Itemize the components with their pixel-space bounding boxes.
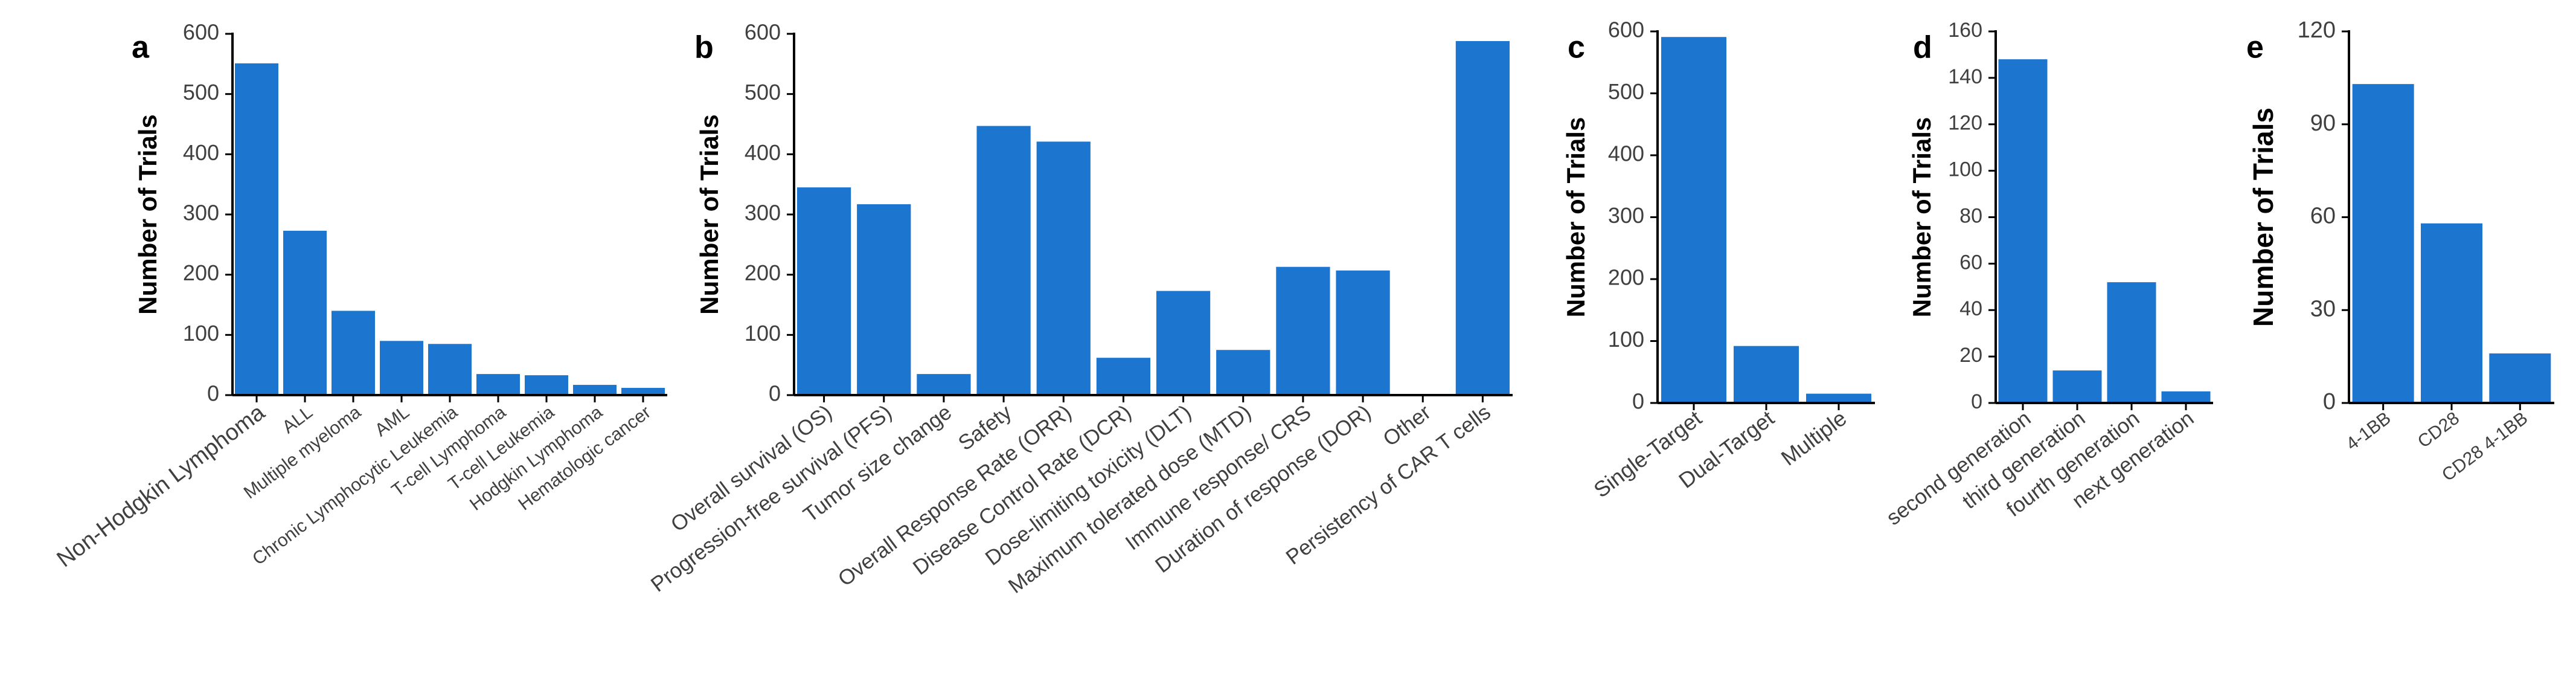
y-tick-label: 30 <box>2310 296 2336 321</box>
y-tick-label: 0 <box>207 381 219 406</box>
bar-b-0 <box>796 187 851 395</box>
bar-a-8 <box>621 388 665 395</box>
bar-a-1 <box>283 230 327 395</box>
y-tick-label: 400 <box>183 140 219 165</box>
panel-letter: e <box>2246 30 2264 65</box>
y-tick-label: 500 <box>1608 79 1644 104</box>
bar-a-2 <box>332 311 375 395</box>
panel-letter: c <box>1568 30 1585 65</box>
bar-c-1 <box>1734 346 1799 403</box>
y-tick-label: 500 <box>745 80 781 105</box>
y-tick-label: 300 <box>1608 203 1644 228</box>
y-tick-label: 500 <box>183 80 219 105</box>
x-tick-label: Chronic Lymphocytic Leukemia <box>249 402 461 569</box>
y-axis-title: Number of Trials <box>695 114 723 314</box>
y-tick-label: 40 <box>1959 297 1982 320</box>
y-tick-label: 300 <box>183 201 219 225</box>
bar-a-7 <box>573 385 617 395</box>
y-tick-label: 20 <box>1959 344 1982 367</box>
bar-e-1 <box>2421 223 2482 403</box>
bar-b-7 <box>1216 350 1270 395</box>
x-tick-label: 4-1BB <box>2342 408 2394 455</box>
bar-a-0 <box>235 63 278 395</box>
y-tick-label: 100 <box>1948 158 1982 181</box>
panel-letter: d <box>1913 30 1932 65</box>
y-tick-label: 100 <box>183 321 219 346</box>
y-tick-label: 60 <box>2310 204 2336 229</box>
y-tick-label: 600 <box>183 20 219 45</box>
y-tick-label: 100 <box>1608 327 1644 352</box>
y-axis-title: Number of Trials <box>2248 108 2279 327</box>
panel-letter: b <box>694 30 714 65</box>
x-tick-label: CD28 <box>2414 408 2463 453</box>
bar-b-11 <box>1455 40 1510 395</box>
bar-a-4 <box>428 344 472 395</box>
y-tick-label: 400 <box>1608 141 1644 166</box>
y-axis-title: Number of Trials <box>1908 117 1936 317</box>
y-tick-label: 0 <box>1971 390 1982 413</box>
bar-a-3 <box>380 341 423 395</box>
y-tick-label: 140 <box>1948 65 1982 88</box>
y-tick-label: 160 <box>1948 19 1982 42</box>
y-tick-label: 200 <box>745 260 781 285</box>
bar-d-2 <box>2107 282 2156 403</box>
bar-b-8 <box>1276 266 1330 395</box>
y-tick-label: 400 <box>745 140 781 165</box>
y-tick-label: 0 <box>2323 389 2336 414</box>
bar-b-9 <box>1336 270 1390 395</box>
bar-a-5 <box>476 374 520 395</box>
bar-b-2 <box>917 374 971 395</box>
panel-a: a Number of Trials 0 100 200 300 400 500 600 Non-… <box>53 20 667 572</box>
y-tick-label: 600 <box>745 20 781 45</box>
y-tick-label: 600 <box>1608 18 1644 42</box>
y-tick-label: 120 <box>1948 112 1982 135</box>
bar-b-3 <box>976 126 1031 396</box>
y-tick-label: 200 <box>1608 265 1644 290</box>
bar-d-0 <box>1998 59 2048 403</box>
x-tick-label: ALL <box>278 402 316 437</box>
y-tick-label: 100 <box>745 321 781 346</box>
bar-b-1 <box>857 204 911 395</box>
y-tick-label: 0 <box>1632 389 1644 414</box>
bar-e-0 <box>2352 84 2414 403</box>
y-tick-label: 120 <box>2298 18 2336 43</box>
x-tick-label: Multiple <box>1777 405 1851 470</box>
y-tick-label: 0 <box>769 381 781 406</box>
y-axis-title: Number of Trials <box>1562 117 1590 317</box>
bar-d-3 <box>2161 391 2211 403</box>
y-tick-label: 60 <box>1959 251 1982 274</box>
bar-b-4 <box>1036 141 1091 396</box>
y-tick-label: 80 <box>1959 204 1982 227</box>
bar-e-2 <box>2489 353 2551 403</box>
bar-b-6 <box>1156 291 1211 395</box>
bar-b-5 <box>1096 358 1151 395</box>
bar-a-6 <box>525 375 568 395</box>
bar-d-1 <box>2052 370 2102 403</box>
bar-c-2 <box>1806 393 1871 403</box>
y-axis-title: Number of Trials <box>133 114 162 314</box>
bar-c-0 <box>1661 37 1726 404</box>
y-tick-label: 200 <box>183 260 219 285</box>
x-tick-label: Non-Hodgkin Lymphoma <box>53 399 271 572</box>
panel-letter: a <box>132 30 150 65</box>
y-tick-label: 90 <box>2310 111 2336 136</box>
y-tick-label: 300 <box>745 201 781 225</box>
